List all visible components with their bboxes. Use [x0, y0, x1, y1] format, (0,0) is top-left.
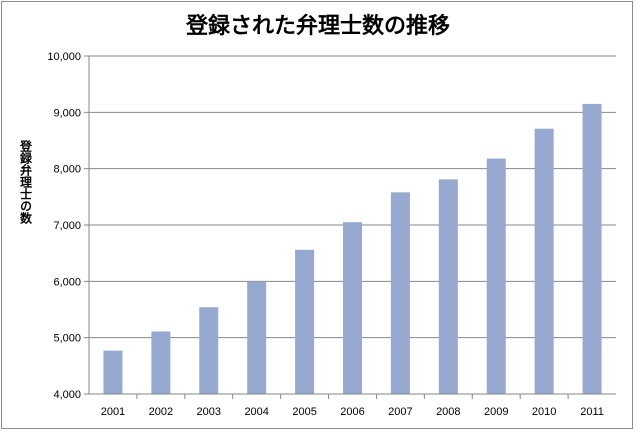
y-tick-label-0: 4,000 — [53, 389, 81, 401]
bar-2011 — [582, 103, 602, 394]
bar-2009 — [486, 158, 506, 394]
y-tick-label-4: 8,000 — [53, 164, 81, 176]
bar-2008 — [438, 179, 458, 394]
x-tick-label-2009: 2009 — [484, 406, 508, 418]
y-tick-label-3: 7,000 — [53, 220, 81, 232]
bar-2010 — [534, 128, 554, 395]
x-tick-labels: 2001 2002 2003 2004 2005 2006 2007 2008 2009 2010… — [101, 394, 604, 418]
bar-2007 — [390, 192, 410, 394]
x-tick-label-2011: 2011 — [580, 406, 604, 418]
y-tick-label-5: 9,000 — [53, 107, 81, 119]
axes — [88, 56, 616, 395]
bar-2006 — [343, 222, 362, 394]
bar-2004 — [247, 281, 267, 394]
x-tick-label-2001: 2001 — [101, 406, 125, 418]
y-tick-label-6: 10,000 — [47, 51, 81, 63]
bar-2003 — [199, 307, 219, 394]
x-tick-label-2005: 2005 — [292, 406, 316, 418]
x-tick-label-2007: 2007 — [388, 406, 412, 418]
bar-2001 — [103, 350, 123, 394]
y-tick-labels: 4,000 5,000 6,000 7,000 8,000 9,000 10,000 — [47, 51, 81, 401]
x-tick-label-2002: 2002 — [149, 406, 173, 418]
y-tick-label-2: 6,000 — [53, 276, 81, 288]
bars — [103, 103, 602, 395]
y-axis-label: 登録弁理士の数 — [18, 140, 33, 224]
chart-title: 登録された弁理士数の推移 — [185, 14, 450, 39]
x-tick-label-2004: 2004 — [244, 406, 268, 418]
x-tick-label-2010: 2010 — [532, 406, 556, 418]
x-tick-label-2008: 2008 — [436, 406, 460, 418]
bar-2002 — [151, 331, 171, 394]
y-tick-label-1: 5,000 — [53, 333, 81, 345]
x-tick-label-2006: 2006 — [340, 406, 364, 418]
bar-2005 — [295, 249, 315, 394]
x-tick-label-2003: 2003 — [197, 406, 221, 418]
